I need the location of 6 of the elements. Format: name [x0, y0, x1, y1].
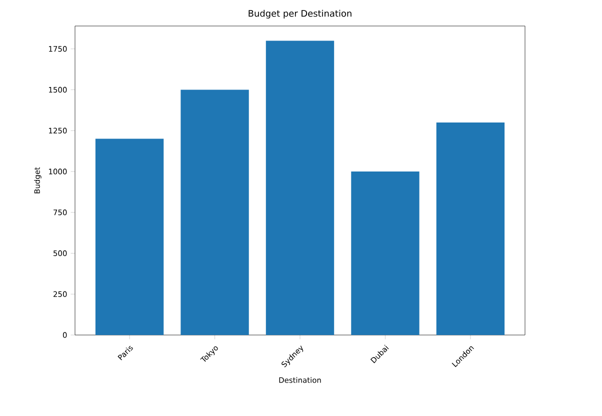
chart-title: Budget per Destination: [248, 10, 352, 18]
bar: [351, 172, 420, 335]
bar: [95, 138, 164, 335]
bar: [266, 40, 334, 335]
bar: [436, 122, 505, 335]
bar: [180, 90, 249, 335]
